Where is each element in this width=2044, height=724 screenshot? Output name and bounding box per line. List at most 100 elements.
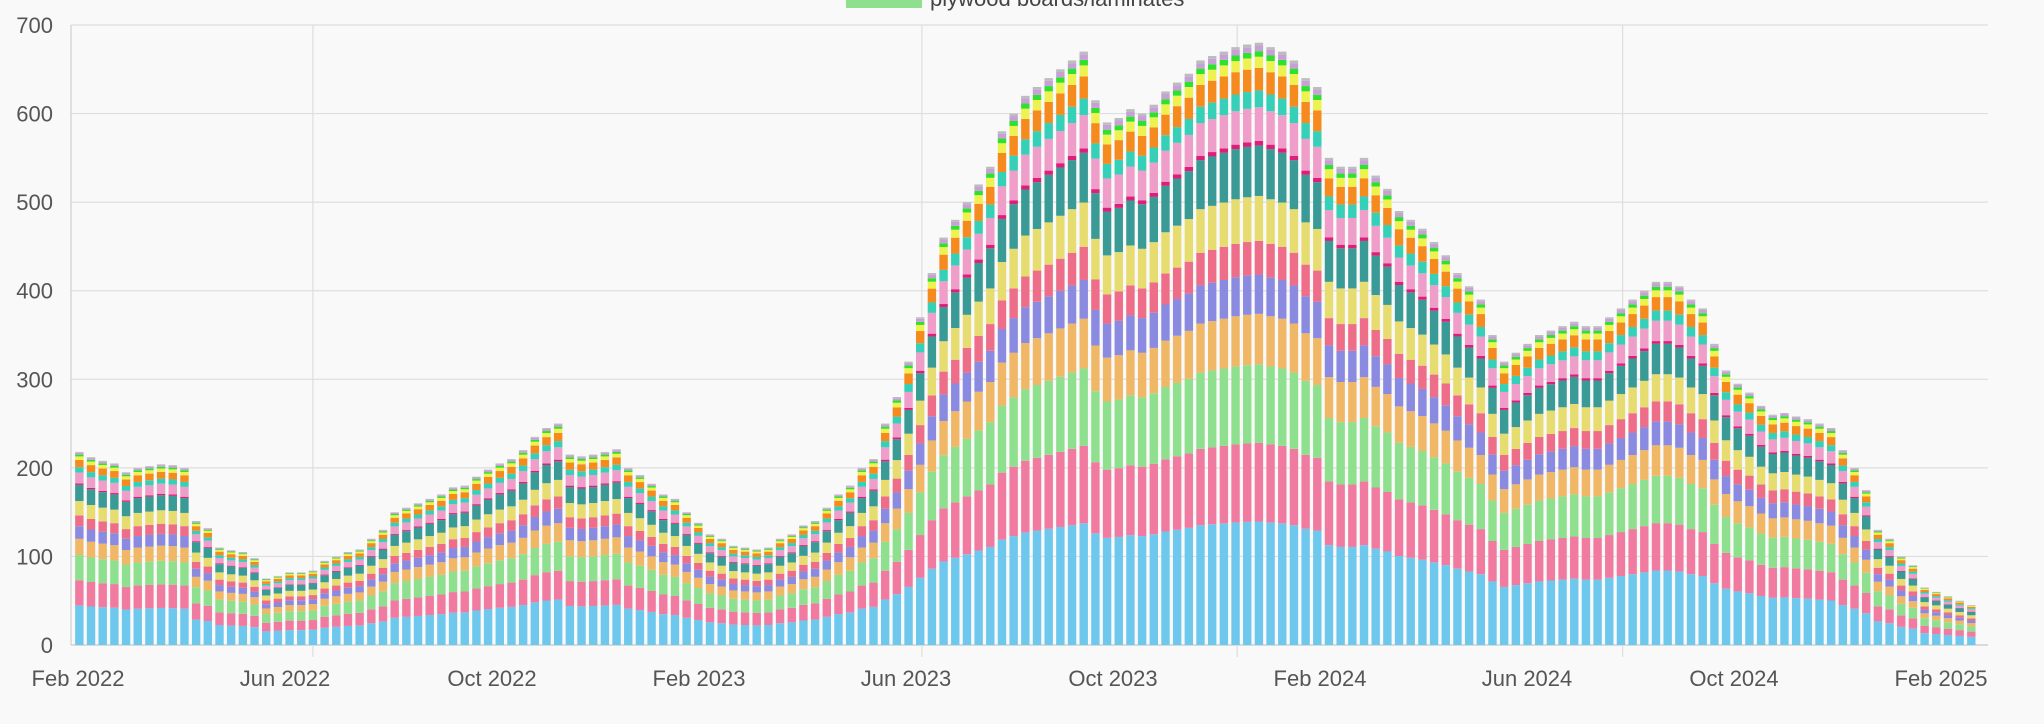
bar-segment — [1838, 454, 1848, 459]
bar-segment — [460, 485, 469, 487]
bar-segment — [1616, 344, 1626, 364]
bar-segment — [1640, 427, 1649, 451]
bar-segment — [600, 538, 610, 556]
bar-segment — [916, 370, 925, 374]
bar-segment — [553, 441, 563, 448]
bar-segment — [1967, 620, 1976, 624]
bar-segment — [1628, 529, 1637, 575]
bar-segment — [845, 489, 855, 493]
bar-segment — [1429, 397, 1439, 424]
bar-segment — [483, 483, 493, 489]
bar-segment — [1534, 359, 1544, 369]
bar-segment — [670, 499, 680, 501]
bar-segment — [448, 489, 458, 492]
bar-segment — [1021, 189, 1030, 236]
bar-segment — [1172, 90, 1182, 96]
bar-segment — [1815, 599, 1824, 645]
bar-segment — [1593, 378, 1602, 381]
bar-segment — [343, 554, 353, 556]
bar-segment — [518, 605, 528, 645]
bar-segment — [1499, 433, 1509, 455]
bar-segment — [437, 510, 446, 519]
bar-segment — [892, 402, 902, 408]
bar-segment — [1932, 634, 1941, 645]
bar-segment — [378, 559, 388, 568]
bar-segment — [624, 475, 633, 482]
bar-segment — [1137, 397, 1147, 467]
bar-segment — [1418, 238, 1427, 247]
bar-segment — [1032, 89, 1042, 95]
bar-segment — [1371, 252, 1380, 256]
bar-segment — [483, 609, 493, 645]
bar-segment — [297, 600, 306, 606]
bar-segment — [1640, 328, 1649, 349]
bar-segment — [86, 582, 96, 607]
bar-segment — [1172, 85, 1182, 91]
bar-segment — [1021, 103, 1030, 109]
bar-segment — [682, 522, 691, 527]
bar-segment — [285, 584, 294, 585]
bar-segment — [799, 545, 808, 556]
bar-segment — [752, 565, 761, 574]
bar-segment — [1534, 385, 1544, 388]
bar-segment — [98, 531, 107, 544]
bar-segment — [682, 534, 691, 546]
bar-segment — [1476, 574, 1486, 645]
bar-segment — [670, 502, 680, 505]
bar-segment — [191, 541, 201, 543]
bar-segment — [1768, 518, 1777, 538]
bar-segment — [1826, 600, 1836, 645]
bar-segment — [1079, 246, 1088, 280]
bar-segment — [1698, 309, 1707, 314]
bar-segment — [1815, 508, 1824, 524]
bar-segment — [600, 451, 610, 453]
bar-segment — [694, 524, 703, 526]
bar-segment — [1686, 301, 1696, 305]
bar-segment — [939, 394, 948, 421]
bar-segment — [1102, 134, 1112, 145]
bar-segment — [1955, 624, 1964, 631]
bar-segment — [857, 526, 867, 537]
bar-segment — [927, 302, 937, 313]
bar-segment — [332, 590, 341, 597]
bar-segment — [1301, 170, 1310, 175]
bar-segment — [752, 549, 761, 551]
bar-segment — [1441, 271, 1450, 287]
bar-segment — [1114, 468, 1123, 537]
bar-segment — [297, 605, 306, 612]
bar-segment — [1429, 562, 1439, 645]
bar-segment — [764, 548, 773, 549]
bar-segment — [1021, 95, 1030, 99]
bar-segment — [1313, 530, 1322, 645]
bar-segment — [250, 597, 259, 605]
bar-segment — [1628, 326, 1637, 337]
bar-segment — [1756, 424, 1766, 432]
bar-segment — [1406, 502, 1415, 558]
bar-segment — [1371, 212, 1380, 226]
bar-segment — [1243, 275, 1252, 315]
bar-segment — [1184, 134, 1194, 167]
bar-segment — [740, 563, 750, 565]
bar-segment — [1791, 568, 1801, 599]
bar-segment — [1721, 440, 1731, 461]
bar-segment — [86, 477, 96, 488]
bar-segment — [600, 472, 610, 484]
bar-segment — [1488, 387, 1497, 414]
bar-segment — [1943, 628, 1953, 636]
bar-segment — [448, 488, 458, 490]
bar-segment — [729, 578, 738, 584]
bar-segment — [612, 482, 621, 500]
bar-segment — [530, 516, 540, 531]
bar-segment — [1523, 459, 1532, 480]
bar-segment — [577, 456, 586, 458]
bar-segment — [1044, 222, 1053, 265]
bar-segment — [1184, 87, 1194, 98]
bar-segment — [553, 447, 563, 460]
bar-segment — [869, 542, 878, 559]
bars-layer — [75, 42, 1976, 645]
bar-segment — [892, 492, 902, 509]
bar-segment — [670, 546, 680, 556]
bar-segment — [1009, 318, 1018, 353]
bar-segment — [1780, 471, 1789, 490]
bar-segment — [916, 492, 925, 536]
